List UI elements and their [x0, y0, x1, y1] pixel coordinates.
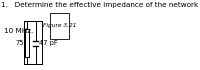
Text: 10 MHz.: 10 MHz. — [4, 28, 33, 34]
Bar — [50, 13, 69, 38]
Text: 47 pF: 47 pF — [39, 40, 57, 46]
Text: 75: 75 — [16, 40, 24, 46]
Text: 1.   Determine the effective impedance of the network shown in Figure 3.21 at: 1. Determine the effective impedance of … — [1, 2, 200, 8]
Text: Figure 3.21: Figure 3.21 — [43, 23, 76, 28]
